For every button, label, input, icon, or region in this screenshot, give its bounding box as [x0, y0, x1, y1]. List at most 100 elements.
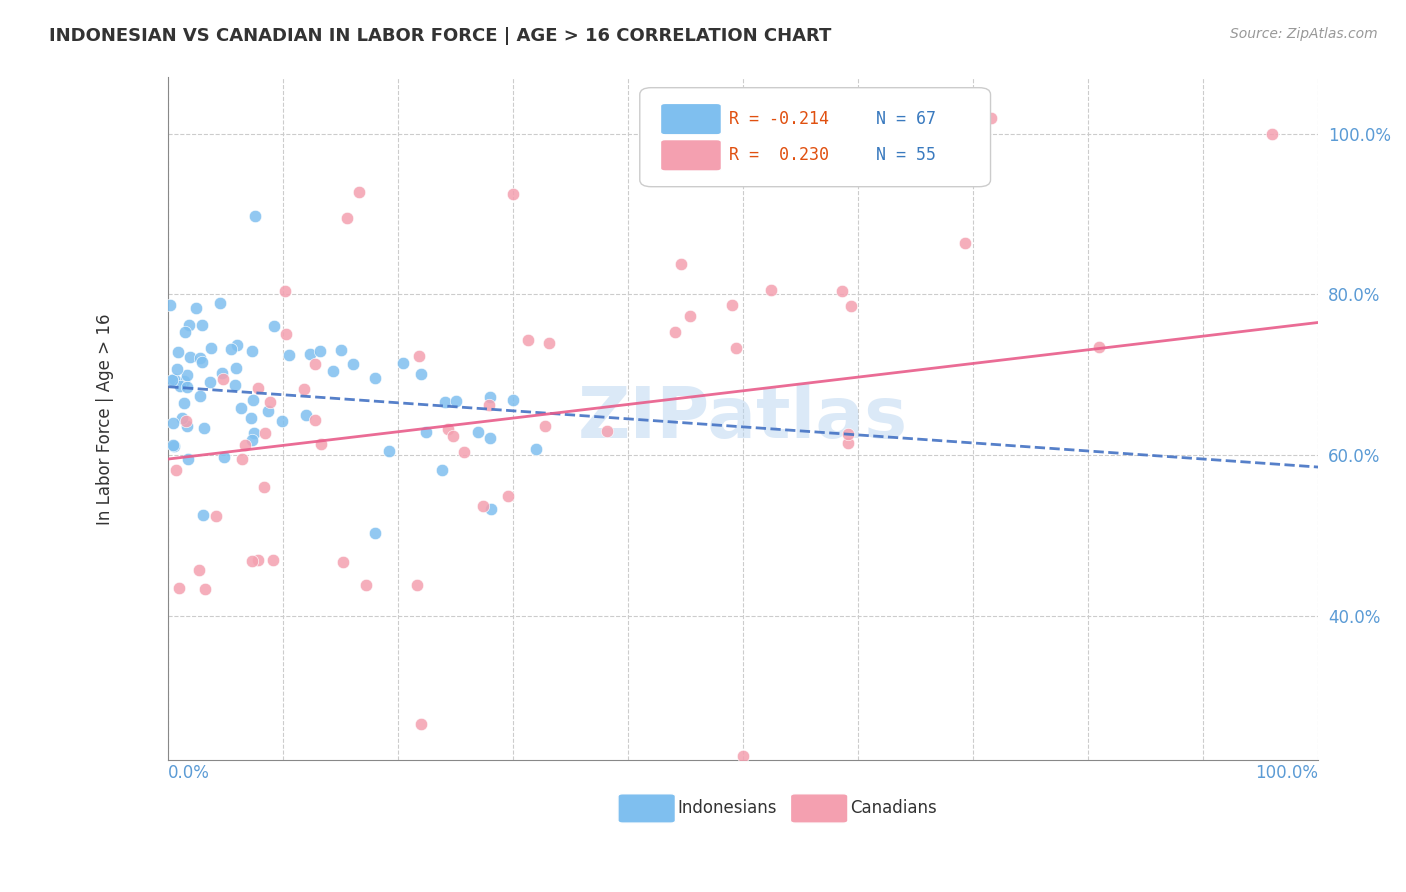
Text: R = -0.214: R = -0.214 [730, 110, 830, 128]
Point [233, 438, 256, 452]
Point [342, 357, 364, 371]
Point [679, 309, 702, 323]
Point [262, 553, 284, 567]
Point [298, 346, 321, 360]
Point [245, 209, 267, 223]
Point [478, 398, 501, 412]
Point [502, 392, 524, 407]
Point [188, 389, 211, 403]
Point [430, 463, 453, 477]
Point [174, 414, 197, 428]
Point [240, 554, 263, 568]
Point [479, 390, 502, 404]
Point [347, 185, 370, 199]
Point [176, 379, 198, 393]
Point [176, 368, 198, 383]
Point [364, 526, 387, 541]
Text: R =  0.230: R = 0.230 [730, 146, 830, 164]
Point [169, 378, 191, 392]
Point [467, 425, 489, 440]
Point [335, 211, 357, 225]
Text: N = 67: N = 67 [876, 110, 935, 128]
Point [415, 425, 437, 439]
Point [257, 404, 280, 418]
Point [159, 298, 181, 312]
Point [354, 578, 377, 592]
Point [205, 508, 228, 523]
Text: N = 55: N = 55 [876, 146, 935, 164]
Point [411, 717, 433, 731]
Point [253, 425, 276, 440]
Point [173, 374, 195, 388]
Point [270, 414, 292, 428]
FancyBboxPatch shape [640, 87, 991, 186]
Point [596, 424, 619, 438]
Text: Source: ZipAtlas.com: Source: ZipAtlas.com [1230, 27, 1378, 41]
Point [517, 333, 540, 347]
Point [721, 298, 744, 312]
Point [664, 326, 686, 340]
Point [177, 318, 200, 332]
Point [292, 382, 315, 396]
Point [533, 419, 555, 434]
Text: In Labor Force | Age > 16: In Labor Force | Age > 16 [96, 313, 114, 524]
Point [471, 500, 494, 514]
Point [162, 438, 184, 452]
Point [537, 336, 560, 351]
Point [184, 301, 207, 315]
Point [839, 299, 862, 313]
Point [725, 341, 748, 355]
Point [225, 337, 247, 351]
Point [165, 463, 187, 477]
Point [453, 444, 475, 458]
FancyBboxPatch shape [790, 794, 848, 823]
Point [496, 489, 519, 503]
Point [172, 411, 194, 425]
Point [1088, 340, 1111, 354]
Point [200, 375, 222, 389]
Point [322, 364, 344, 378]
Text: 100.0%: 100.0% [1256, 764, 1319, 782]
Point [273, 285, 295, 299]
Point [229, 401, 252, 416]
Point [831, 284, 853, 298]
Point [733, 749, 755, 764]
Point [294, 409, 316, 423]
Point [193, 421, 215, 435]
Point [211, 372, 233, 386]
Point [174, 325, 197, 339]
Point [225, 360, 247, 375]
Point [231, 451, 253, 466]
Point [259, 395, 281, 409]
Point [219, 343, 242, 357]
Point [200, 341, 222, 355]
Point [190, 318, 212, 332]
Point [304, 413, 326, 427]
Point [837, 436, 859, 450]
Point [209, 296, 232, 310]
Text: 0.0%: 0.0% [169, 764, 209, 782]
Point [479, 502, 502, 516]
Point [274, 326, 297, 341]
Point [364, 370, 387, 384]
Point [502, 186, 524, 201]
Point [187, 563, 209, 577]
Point [173, 396, 195, 410]
Point [166, 362, 188, 376]
Point [761, 283, 783, 297]
Point [953, 235, 976, 250]
Point [169, 581, 191, 595]
Point [311, 436, 333, 450]
Text: INDONESIAN VS CANADIAN IN LABOR FORCE | AGE > 16 CORRELATION CHART: INDONESIAN VS CANADIAN IN LABOR FORCE | … [49, 27, 831, 45]
Point [163, 439, 186, 453]
Point [239, 411, 262, 425]
Point [263, 318, 285, 333]
Point [329, 343, 352, 357]
Point [434, 395, 457, 409]
Point [478, 431, 501, 445]
Point [211, 366, 233, 380]
Point [304, 357, 326, 371]
Point [166, 345, 188, 359]
FancyBboxPatch shape [617, 794, 675, 823]
Point [240, 344, 263, 359]
